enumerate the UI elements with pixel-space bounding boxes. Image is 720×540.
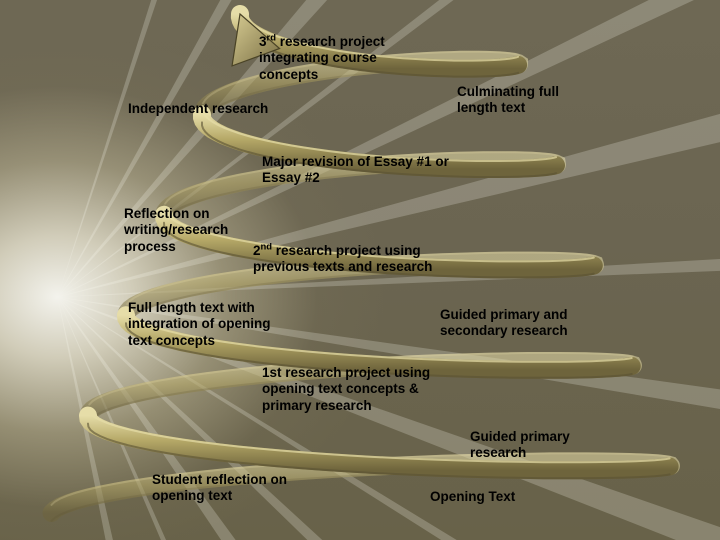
label-opening-text: Opening Text (430, 489, 610, 505)
label-independent: Independent research (128, 101, 358, 117)
label-major-revision: Major revision of Essay #1 or Essay #2 (262, 154, 562, 187)
label-culminating: Culminating full length text (457, 84, 657, 117)
label-student-reflection: Student reflection on opening text (152, 472, 382, 505)
label-guided-primary: Guided primary research (470, 429, 670, 462)
label-first-project: 1st research project using opening text … (262, 365, 562, 414)
label-guided-both: Guided primary and secondary research (440, 307, 680, 340)
label-third-project: 3rd research projectintegrating courseco… (259, 34, 469, 83)
label-second-project: 2nd research project usingprevious texts… (253, 243, 553, 276)
label-full-length: Full length text with integration of ope… (128, 300, 358, 349)
